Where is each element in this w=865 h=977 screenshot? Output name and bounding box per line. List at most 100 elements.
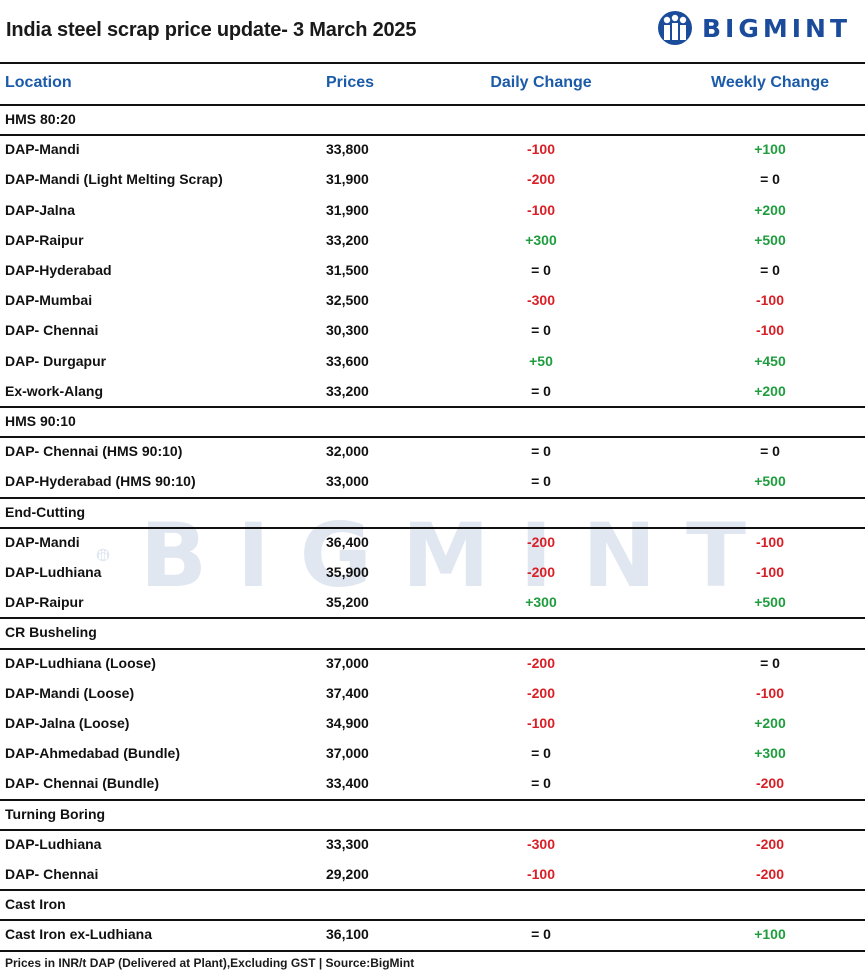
weekly-change-cell: +200 [754, 382, 786, 399]
column-header-row: Location Prices Daily Change Weekly Change [0, 62, 865, 104]
section-divider [0, 647, 865, 650]
price-cell: 36,400 [326, 533, 369, 550]
table-row: DAP-Ahmedabad (Bundle) 37,000 = 0 +300 [0, 738, 865, 768]
location-cell: DAP-Mandi [5, 141, 80, 158]
location-cell: DAP-Mandi [5, 533, 80, 550]
location-cell: DAP- Chennai (HMS 90:10) [5, 443, 183, 460]
section-divider [0, 526, 865, 529]
location-cell: DAP- Chennai [5, 866, 99, 882]
table-row: DAP-Hyderabad 31,500 = 0 = 0 [0, 255, 865, 285]
location-cell: DAP-Mandi (Light Melting Scrap) [5, 171, 223, 188]
header: India steel scrap price update- 3 March … [0, 0, 865, 62]
location-cell: DAP-Mandi (Loose) [5, 684, 135, 701]
daily-change-cell: = 0 [531, 745, 551, 762]
footer-note: Prices in INR/t DAP (Delivered at Plant)… [5, 956, 415, 970]
daily-change-cell: = 0 [531, 443, 551, 460]
section-name: End-Cutting [5, 503, 86, 520]
weekly-change-cell: +500 [754, 473, 786, 490]
table-row: DAP- Durgapur 33,600 +50 +450 [0, 346, 865, 376]
weekly-change-cell: +300 [754, 745, 786, 762]
price-cell: 33,800 [326, 141, 369, 158]
location-cell: DAP-Hyderabad [5, 262, 112, 278]
section-divider [0, 919, 865, 922]
table-row: DAP-Mandi (Loose) 37,400 -200 -100 [0, 678, 865, 708]
weekly-change-cell: +450 [754, 352, 786, 369]
location-cell: DAP-Ludhiana [5, 835, 102, 852]
section-header-row: End-Cutting [0, 497, 865, 527]
table-row: DAP-Mumbai 32,500 -300 -100 [0, 285, 865, 315]
section-divider [0, 134, 865, 137]
section-name: Turning Boring [5, 805, 106, 822]
table-row: DAP- Chennai 30,300 = 0 -100 [0, 315, 865, 345]
location-cell: DAP-Ludhiana [5, 564, 102, 580]
section-divider [0, 436, 865, 439]
daily-change-cell: -100 [526, 866, 556, 882]
weekly-change-cell: +500 [754, 594, 786, 611]
bigmint-logo-icon [658, 11, 692, 45]
column-header-prices: Prices [326, 74, 375, 91]
weekly-change-cell: = 0 [760, 262, 780, 278]
location-cell: DAP-Raipur [5, 594, 84, 611]
location-cell: DAP-Jalna [5, 201, 76, 218]
bigmint-logo-text: BIGMINT [702, 13, 852, 43]
location-cell: DAP- Chennai (Bundle) [5, 775, 159, 792]
daily-change-cell: +300 [525, 594, 557, 611]
daily-change-cell: = 0 [531, 775, 551, 792]
table-row: Ex-work-Alang 33,200 = 0 +200 [0, 376, 865, 406]
weekly-change-cell: = 0 [760, 443, 780, 460]
section-divider [0, 406, 865, 408]
price-cell: 33,300 [326, 835, 369, 852]
location-cell: DAP-Ludhiana (Loose) [5, 654, 156, 671]
table-row: DAP-Jalna (Loose) 34,900 -100 +200 [0, 708, 865, 738]
section-name: HMS 80:20 [5, 111, 76, 127]
daily-change-cell: -200 [526, 533, 556, 550]
daily-change-cell: -100 [526, 715, 556, 731]
weekly-change-cell: -100 [755, 684, 785, 701]
section-name: HMS 90:10 [5, 413, 76, 429]
section-divider [0, 798, 865, 801]
price-cell: 33,600 [326, 352, 369, 369]
daily-change-cell: -100 [526, 201, 556, 218]
column-header-location: Location [5, 74, 72, 91]
price-cell: 32,000 [326, 443, 369, 460]
section-header-row: CR Busheling [0, 617, 865, 647]
location-cell: Cast Iron ex-Ludhiana [5, 926, 153, 943]
table-row: Cast Iron ex-Ludhiana 36,100 = 0 +100 [0, 919, 865, 949]
price-cell: 36,100 [326, 926, 369, 943]
weekly-change-cell: -100 [755, 533, 785, 550]
table-row: DAP-Ludhiana 33,300 -300 -200 [0, 829, 865, 859]
daily-change-cell: = 0 [531, 473, 551, 490]
section-header-row: Turning Boring [0, 799, 865, 829]
section-divider [0, 828, 865, 831]
weekly-change-cell: +500 [754, 231, 786, 248]
weekly-change-cell: -100 [755, 322, 785, 339]
bigmint-logo: BIGMINT [656, 10, 851, 46]
column-header-daily-change: Daily Change [490, 74, 592, 91]
section-name: CR Busheling [5, 624, 97, 641]
location-cell: Ex-work-Alang [5, 382, 104, 399]
weekly-change-cell: -100 [755, 292, 785, 309]
price-cell: 37,000 [326, 745, 369, 762]
table-row: DAP-Raipur 35,200 +300 +500 [0, 587, 865, 617]
daily-change-cell: = 0 [531, 382, 551, 399]
daily-change-cell: -200 [526, 654, 556, 671]
section-divider [0, 617, 865, 620]
table-row: DAP- Chennai (HMS 90:10) 32,000 = 0 = 0 [0, 436, 865, 466]
table-row: DAP- Chennai (Bundle) 33,400 = 0 -200 [0, 768, 865, 798]
daily-change-cell: -100 [526, 141, 556, 158]
price-cell: 31,900 [326, 201, 369, 218]
location-cell: DAP- Durgapur [5, 352, 107, 369]
daily-change-cell: = 0 [531, 926, 551, 943]
table-row: DAP-Jalna 31,900 -100 +200 [0, 195, 865, 225]
daily-change-cell: +50 [529, 352, 553, 369]
section-header-row: Cast Iron [0, 889, 865, 919]
table-row: DAP-Ludhiana 35,900 -200 -100 [0, 557, 865, 587]
weekly-change-cell: = 0 [760, 654, 780, 671]
price-cell: 35,200 [326, 594, 369, 611]
table-bottom-border [0, 949, 865, 952]
daily-change-cell: -300 [526, 292, 556, 309]
section-header-row: HMS 90:10 [0, 406, 865, 436]
price-cell: 30,300 [326, 322, 369, 339]
price-cell: 34,900 [326, 715, 369, 731]
price-cell: 29,200 [326, 866, 369, 882]
